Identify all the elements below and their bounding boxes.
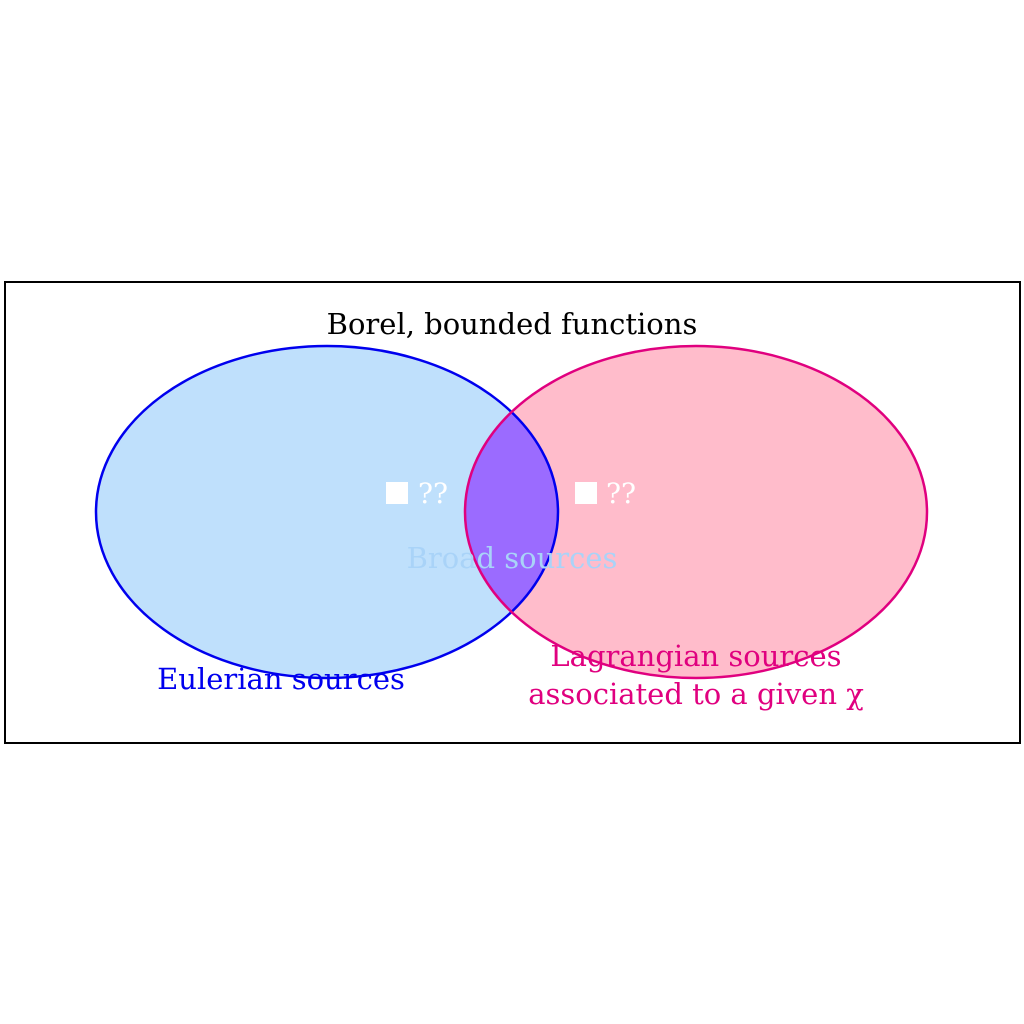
marker-square-left bbox=[386, 482, 408, 504]
diagram-title: Borel, bounded functions bbox=[327, 307, 698, 341]
marker-square-right bbox=[575, 482, 597, 504]
eulerian-outline bbox=[94, 344, 560, 680]
lagrangian-label-line2: associated to a given χ bbox=[528, 677, 864, 711]
outer-frame bbox=[4, 281, 1021, 744]
lagrangian-outline bbox=[463, 344, 929, 680]
lagrangian-label-line1: Lagrangian sources bbox=[550, 639, 841, 673]
eulerian-set bbox=[96, 346, 558, 678]
marker-label-right: ?? bbox=[606, 477, 636, 510]
intersection-label: Broad sources bbox=[407, 541, 618, 575]
marker-label-left: ?? bbox=[418, 477, 448, 510]
eulerian-label: Eulerian sources bbox=[157, 662, 405, 696]
lagrangian-set bbox=[465, 346, 927, 678]
